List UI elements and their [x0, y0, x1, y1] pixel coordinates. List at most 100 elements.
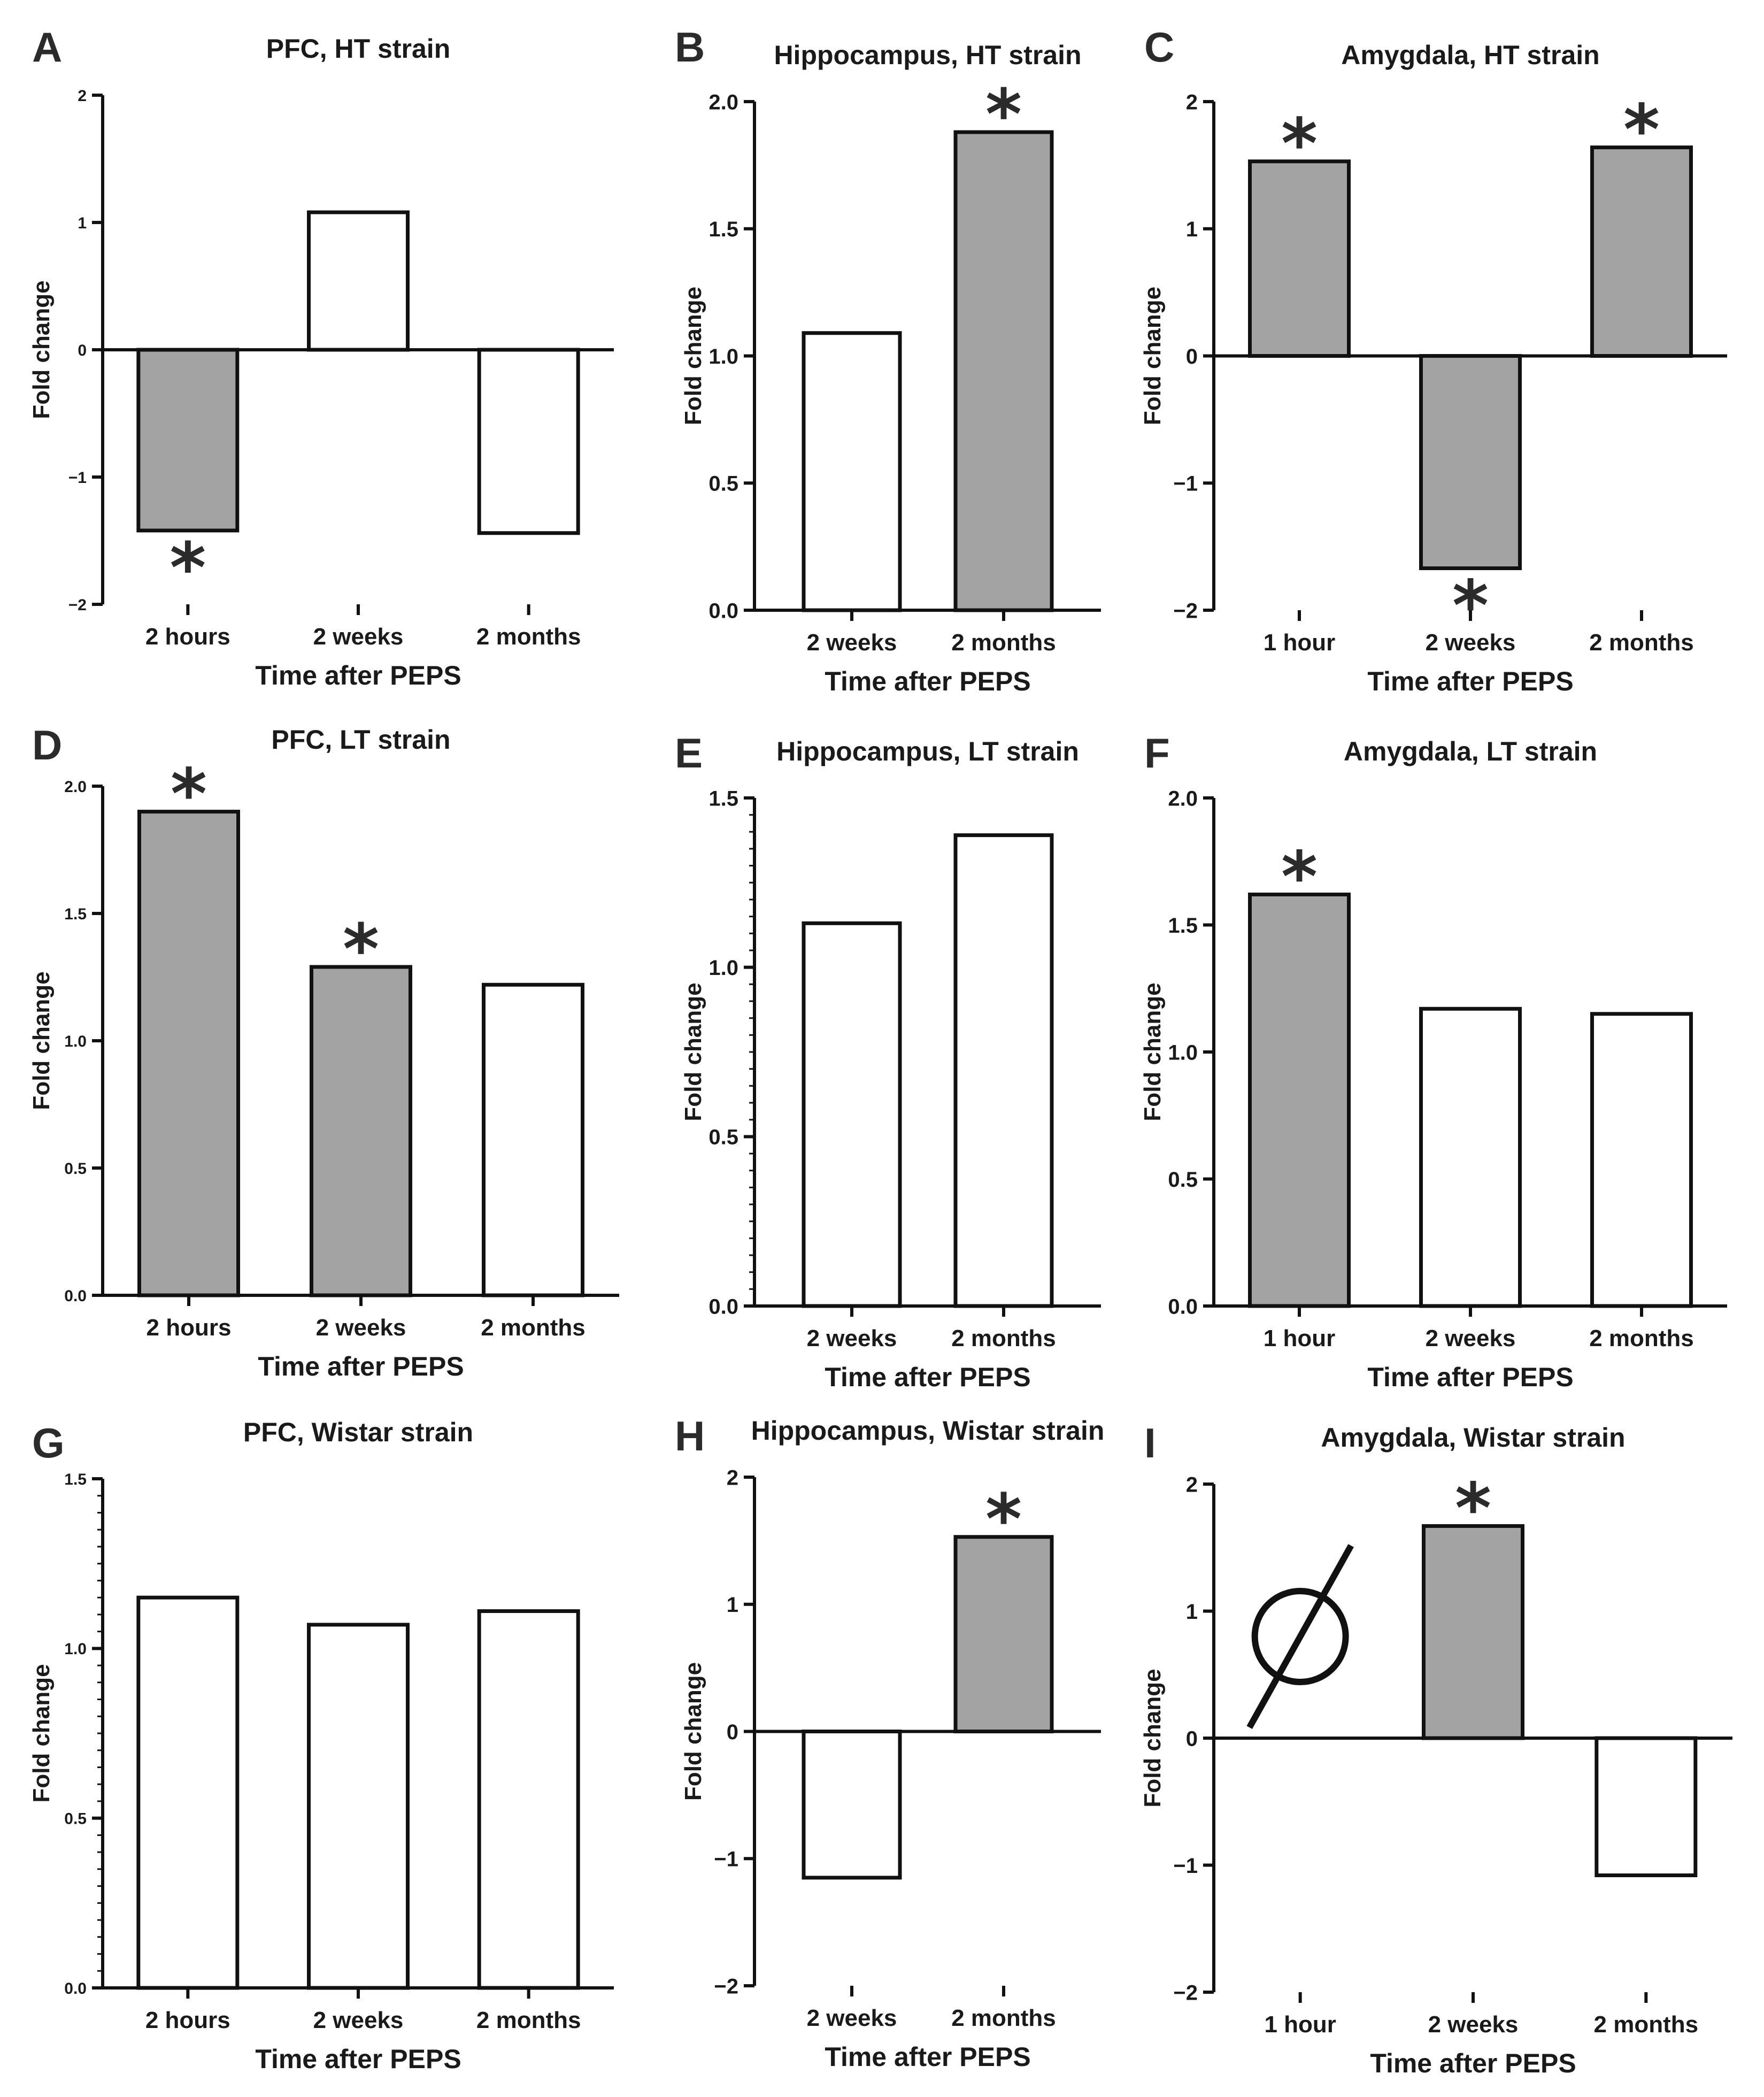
- x-tick-label: 2 weeks: [1428, 2011, 1519, 2038]
- x-tick-label: 2 weeks: [316, 1315, 406, 1341]
- significance-star: *: [343, 909, 379, 990]
- x-tick-label: 2 months: [476, 624, 581, 650]
- y-tick-label: 2.0: [1168, 787, 1198, 810]
- bar-2-weeks: [802, 331, 902, 612]
- panel-letter: C: [1144, 24, 1174, 71]
- bar-2-weeks: [1419, 1007, 1522, 1308]
- panel-g: G PFC, Wistar strain 0.0 0.5 1.0 1.5 2 hours 2 …: [28, 1417, 614, 2074]
- y-tick-label: 0.0: [64, 1287, 87, 1305]
- chart-title: Hippocampus, Wistar strain: [751, 1416, 1105, 1446]
- y-tick-label: 1.5: [708, 218, 738, 241]
- chart-title: Amygdala, LT strain: [1344, 736, 1597, 766]
- x-tick-label: 2 hours: [145, 624, 230, 650]
- y-tick-label: 1.0: [1168, 1041, 1198, 1064]
- bar-2-hours: [136, 348, 240, 533]
- panel-letter: A: [32, 24, 62, 71]
- bar-2-months: [1594, 1736, 1698, 1877]
- x-tick-label: 2 months: [1594, 2011, 1699, 2038]
- x-tick-label: 2 weeks: [807, 1325, 897, 1351]
- y-tick-label: −1: [1173, 472, 1198, 496]
- bar-2-months: [482, 982, 584, 1297]
- bar-1-hour: [1248, 893, 1351, 1308]
- x-axis-title: Time after PEPS: [255, 2044, 461, 2074]
- y-axis-title: Fold change: [28, 971, 55, 1110]
- x-axis-title: Time after PEPS: [1367, 666, 1573, 696]
- panel-a: A PFC, HT strain * −2 −1 0 1 2 2 hours 2 weeks 2 m…: [28, 24, 614, 690]
- significance-star: *: [1455, 1468, 1491, 1549]
- y-tick-label: −2: [1173, 599, 1198, 623]
- significance-star: *: [170, 527, 206, 609]
- panel-letter: B: [675, 24, 705, 71]
- bar-2-weeks: [1419, 354, 1522, 571]
- y-tick-label: 1.0: [64, 1033, 87, 1050]
- y-axis-title: Fold change: [680, 287, 706, 425]
- y-tick-label: 0.5: [1168, 1168, 1198, 1192]
- y-tick-label: 0.5: [64, 1810, 87, 1827]
- chart-title: PFC, LT strain: [271, 725, 450, 755]
- x-tick-label: 2 weeks: [1426, 629, 1516, 656]
- y-tick-label: −2: [1173, 1981, 1198, 2004]
- bar-2-months: [953, 833, 1054, 1308]
- chart-title: Amygdala, Wistar strain: [1321, 1423, 1625, 1453]
- panel-b: B Hippocampus, HT strain * 0.0 0.5 1.0 1.5 2.0 2…: [675, 24, 1101, 696]
- chart-title: Hippocampus, HT strain: [774, 40, 1081, 70]
- panel-letter: H: [675, 1412, 705, 1460]
- x-axis-title: Time after PEPS: [825, 1362, 1030, 1392]
- panel-letter: D: [32, 721, 62, 769]
- bar-2-months: [1590, 145, 1693, 358]
- significance-star: *: [1452, 565, 1489, 647]
- bar-2-weeks: [1422, 1524, 1524, 1740]
- significance-star: *: [985, 74, 1022, 155]
- x-axis-title: Time after PEPS: [258, 1351, 464, 1381]
- x-axis-title: Time after PEPS: [825, 2042, 1030, 2072]
- significance-star: *: [1281, 836, 1318, 918]
- y-tick-label: −2: [68, 596, 87, 614]
- panel-letter: I: [1144, 1419, 1156, 1466]
- bar-2-months: [953, 130, 1054, 612]
- bar-2-weeks: [802, 921, 902, 1308]
- y-axis-title: Fold change: [680, 982, 706, 1121]
- panel-i: I Amygdala, Wistar strain * −2 −1 0 1 2 1 hour 2 …: [1139, 1419, 1732, 2078]
- x-axis-title: Time after PEPS: [1370, 2048, 1576, 2078]
- y-tick-label: 2.0: [708, 90, 738, 114]
- y-tick-label: 2: [727, 1466, 738, 1489]
- bar-2-hours: [137, 810, 240, 1297]
- x-tick-label: 2 months: [951, 1325, 1056, 1351]
- y-tick-label: 1.0: [64, 1640, 87, 1658]
- empty-set-icon: [1246, 1544, 1354, 1729]
- x-tick-label: 2 months: [951, 2005, 1056, 2031]
- x-tick-label: 2 months: [1589, 1325, 1694, 1351]
- y-tick-label: −1: [1173, 1854, 1198, 1878]
- y-tick-label: 1.0: [708, 345, 738, 368]
- panel-h: H Hippocampus, Wistar strain * −2 −1 0 1 2 2 wee…: [675, 1412, 1104, 2072]
- bar-2-months: [477, 348, 580, 535]
- y-tick-label: 2: [1186, 1473, 1198, 1496]
- y-tick-label: −1: [68, 469, 87, 487]
- bar-2-weeks: [307, 210, 410, 352]
- x-tick-label: 2 weeks: [313, 624, 404, 650]
- chart-title: PFC, Wistar strain: [243, 1417, 473, 1447]
- panel-letter: G: [32, 1419, 65, 1466]
- y-tick-label: 0.0: [708, 1295, 738, 1318]
- y-tick-label: 0: [1186, 345, 1198, 368]
- x-tick-label: 2 weeks: [807, 2005, 897, 2031]
- y-tick-label: 0: [1186, 1727, 1198, 1750]
- x-tick-label: 2 hours: [145, 2007, 230, 2033]
- significance-star: *: [171, 754, 207, 835]
- y-tick-label: −2: [714, 1975, 738, 1998]
- x-tick-label: 2 months: [951, 629, 1056, 656]
- panel-c: C Amygdala, HT strain * * * −2 −1 0 1 2 1 hour 2 we…: [1139, 24, 1727, 696]
- y-tick-label: 0.5: [708, 472, 738, 496]
- y-tick-label: 0.5: [708, 1126, 738, 1149]
- x-tick-label: 2 hours: [147, 1315, 232, 1341]
- panel-e: E Hippocampus, LT strain 0.0 0.5 1.0 1.5 2 wee…: [675, 729, 1101, 1392]
- y-tick-label: 1: [1186, 218, 1198, 241]
- bar-2-weeks: [802, 1730, 902, 1880]
- y-axis-title: Fold change: [28, 280, 55, 419]
- y-tick-label: 1: [727, 1593, 738, 1617]
- x-tick-label: 1 hour: [1264, 1325, 1335, 1351]
- y-tick-label: 0: [727, 1720, 738, 1744]
- x-tick-label: 1 hour: [1264, 2011, 1336, 2038]
- y-tick-label: 2.0: [64, 778, 87, 796]
- x-tick-label: 2 weeks: [313, 2007, 404, 2033]
